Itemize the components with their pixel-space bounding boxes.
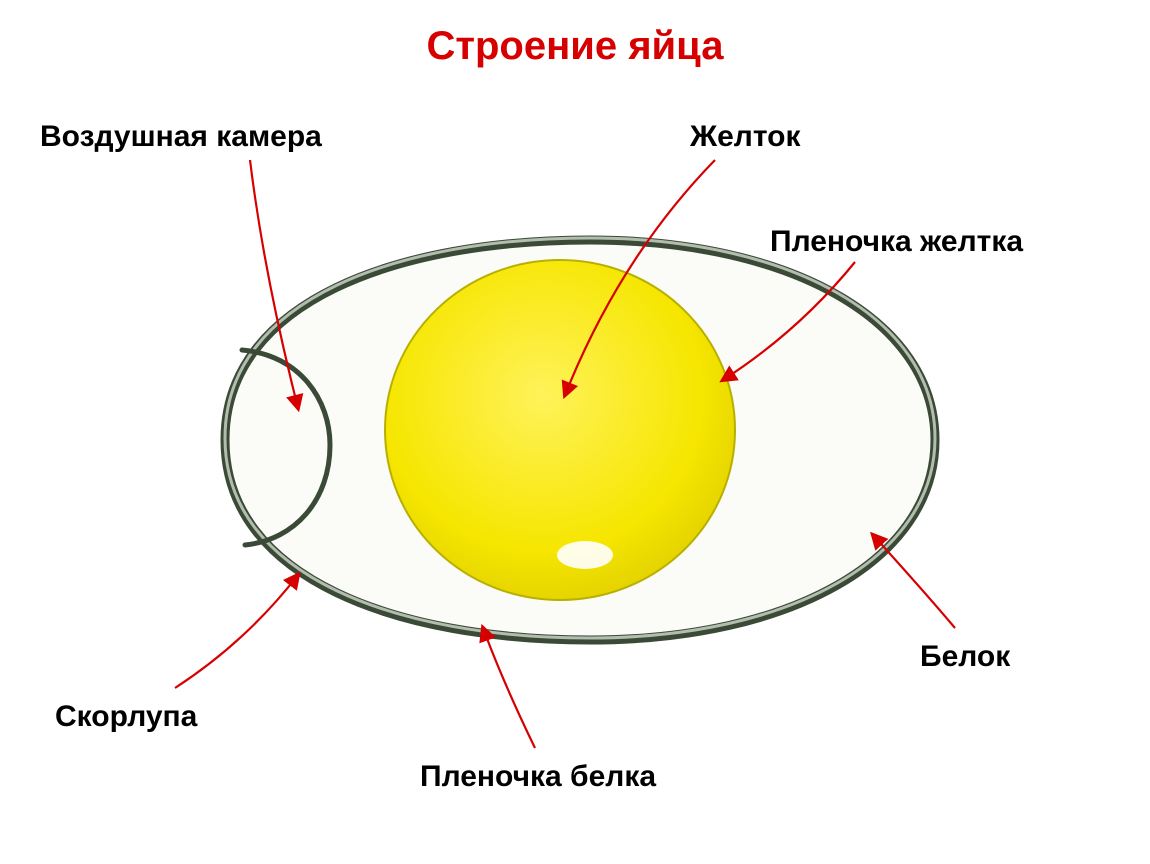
label-yolk-membrane: Пленочка желтка [770,225,1023,259]
label-air-chamber: Воздушная камера [40,120,322,154]
arrow-albumen-membrane [483,628,535,748]
label-yolk: Желток [690,120,801,154]
arrow-albumen [873,535,955,628]
yolk-highlight [557,541,613,569]
label-shell: Скорлупа [55,700,197,734]
label-albumen: Белок [920,640,1010,674]
arrow-shell [175,575,298,688]
diagram-stage: Строение яйца Воздушная камераЖелтокПлен… [0,0,1150,864]
label-albumen-membrane: Пленочка белка [420,760,656,794]
